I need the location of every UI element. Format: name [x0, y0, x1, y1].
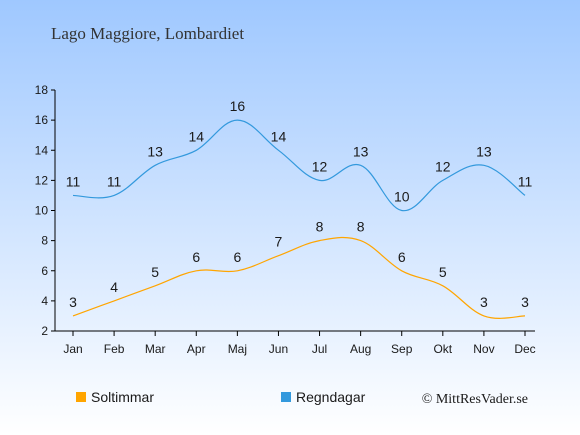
y-tick-label: 6 [41, 264, 48, 278]
y-tick-label: 16 [35, 113, 49, 127]
data-label: 12 [312, 158, 328, 174]
data-label: 8 [316, 219, 324, 235]
series-layer: 3 4 5 6 6 7 8 8 6 5 3 3 11 11 13 14 16 14 12 13 10 12 13 11 [66, 98, 533, 319]
credit-text: © MittResVader.se [422, 392, 528, 407]
legend-label-soltimmar: Soltimmar [91, 389, 154, 405]
axes: 2 4 6 8 10 12 14 16 18 Jan Feb Mar Apr Maj Jun Jul Aug Se… [35, 83, 536, 356]
x-tick-label: Maj [228, 342, 247, 356]
chart-title: Lago Maggiore, Lombardiet [51, 24, 244, 43]
data-label: 6 [192, 249, 200, 265]
legend-label-regndagar: Regndagar [296, 389, 366, 405]
data-label: 12 [435, 158, 451, 174]
data-label: 11 [518, 173, 533, 189]
data-label: 3 [69, 294, 77, 310]
x-tick-label: Feb [104, 342, 125, 356]
x-tick-label: Jul [312, 342, 327, 356]
data-label: 11 [66, 173, 81, 189]
x-tick-label: Sep [391, 342, 413, 356]
series-regndagar: 11 11 13 14 16 14 12 13 10 12 13 11 [66, 98, 533, 212]
series-line-soltimmar [72, 236, 526, 319]
data-label: 10 [394, 189, 410, 205]
x-tick-label: Jan [63, 342, 82, 356]
x-tick-label: Dec [514, 342, 535, 356]
legend-swatch-soltimmar [76, 392, 86, 402]
x-tick-label: Mar [145, 342, 166, 356]
y-tick-label: 14 [35, 143, 49, 157]
data-label: 5 [151, 264, 159, 280]
x-tick-label: Jun [269, 342, 288, 356]
x-tick-label: Nov [473, 342, 494, 356]
data-label: 7 [275, 234, 283, 250]
data-label: 6 [233, 249, 241, 265]
data-label: 6 [398, 249, 406, 265]
data-label: 5 [439, 264, 447, 280]
data-label: 13 [476, 143, 492, 159]
data-label: 13 [147, 143, 163, 159]
data-label: 3 [521, 294, 529, 310]
data-label: 4 [110, 279, 118, 295]
y-tick-label: 10 [35, 204, 49, 218]
y-tick-label: 2 [41, 324, 48, 338]
y-tick-label: 4 [41, 294, 48, 308]
data-label: 8 [357, 219, 365, 235]
y-tick-label: 18 [35, 83, 49, 97]
x-tick-label: Okt [433, 342, 452, 356]
y-tick-label: 8 [41, 234, 48, 248]
series-line-regndagar [72, 119, 526, 212]
series-soltimmar: 3 4 5 6 6 7 8 8 6 5 3 3 [69, 219, 529, 319]
data-label: 16 [230, 98, 246, 114]
data-label: 14 [271, 128, 287, 144]
data-label: 14 [188, 128, 204, 144]
x-tick-label: Apr [187, 342, 206, 356]
y-tick-label: 12 [35, 173, 49, 187]
x-tick-label: Aug [350, 342, 371, 356]
data-label: 13 [353, 143, 369, 159]
data-label: 11 [107, 173, 122, 189]
legend: Soltimmar Regndagar [76, 389, 366, 405]
legend-swatch-regndagar [281, 392, 291, 402]
data-label: 3 [480, 294, 488, 310]
